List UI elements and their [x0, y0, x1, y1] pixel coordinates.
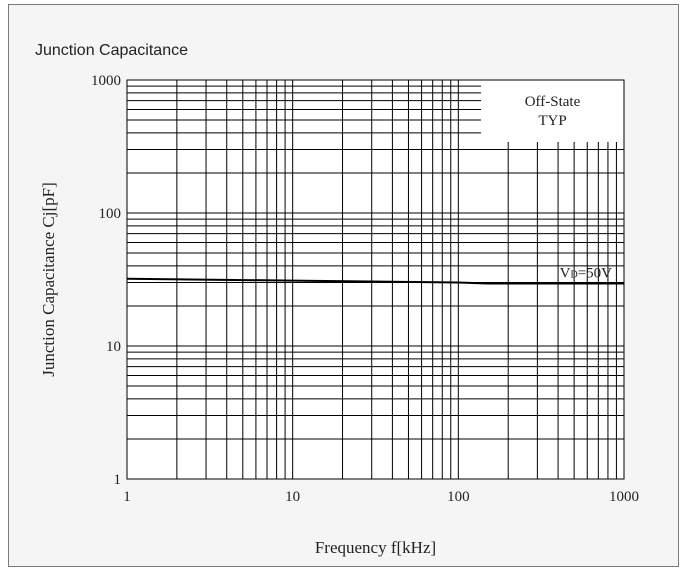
annotation-type: TYP — [538, 113, 566, 129]
series-label: VD=50V — [560, 266, 613, 282]
annotation-box — [481, 81, 623, 142]
y-axis-ticks: 1 10 100 1000 — [91, 73, 121, 488]
y-tick-label-1000: 1000 — [91, 73, 121, 89]
y-tick-label-1: 1 — [114, 472, 122, 488]
series-label-subscript: D — [570, 270, 577, 281]
x-tick-label-100: 100 — [447, 489, 470, 505]
x-tick-label-1: 1 — [123, 489, 131, 505]
x-axis-label: Frequency f[kHz] — [315, 538, 436, 557]
annotation-condition: Off-State — [525, 94, 581, 110]
y-axis-label: Junction Capacitance Cj[pF] — [39, 182, 58, 377]
x-tick-label-1000: 1000 — [609, 489, 639, 505]
y-tick-label-100: 100 — [99, 206, 122, 222]
x-axis-ticks: 1 10 100 1000 — [123, 489, 639, 505]
y-tick-label-10: 10 — [106, 339, 121, 355]
series-label-value: =50V — [578, 266, 612, 282]
x-tick-label-10: 10 — [285, 489, 300, 505]
series-label-main: V — [560, 266, 571, 282]
